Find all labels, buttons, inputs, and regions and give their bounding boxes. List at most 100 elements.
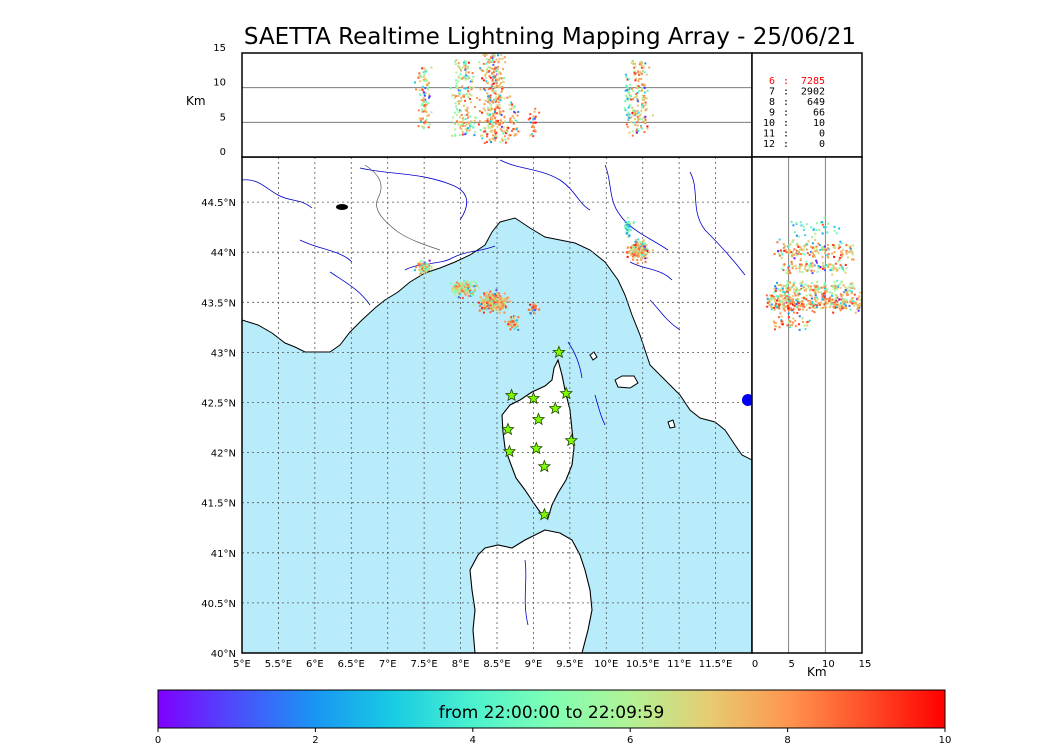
strike-point-lat xyxy=(840,265,843,268)
strike-point-lat xyxy=(805,287,808,290)
strike-point xyxy=(481,306,484,309)
strike-point xyxy=(488,292,491,295)
strike-point-lat xyxy=(786,298,789,301)
strike-point-alt xyxy=(420,99,423,102)
strike-point-lat xyxy=(811,262,814,265)
count-sep: : xyxy=(783,129,789,140)
strike-point-lat xyxy=(842,307,845,310)
strike-point-alt xyxy=(644,115,647,118)
strike-point-alt xyxy=(421,125,424,128)
strike-point-lat xyxy=(800,281,803,284)
strike-point-lat xyxy=(845,244,848,247)
strike-point-lat xyxy=(833,306,836,309)
strike-point-alt xyxy=(466,67,469,70)
strike-point xyxy=(499,298,502,301)
strike-point-alt xyxy=(483,141,486,144)
strike-point-alt xyxy=(498,112,501,115)
strike-point-lat xyxy=(831,267,834,270)
strike-point xyxy=(512,315,515,318)
strike-point-lat xyxy=(805,263,808,266)
strike-point-alt xyxy=(634,124,637,127)
strike-point-alt xyxy=(465,132,468,135)
strike-point xyxy=(468,281,471,284)
strike-point-lat xyxy=(798,315,801,318)
map-panel xyxy=(242,157,752,653)
strike-point-lat xyxy=(781,323,784,326)
strike-point-alt xyxy=(423,100,426,103)
strike-point xyxy=(485,301,488,304)
strike-point-alt xyxy=(499,94,502,97)
strike-point-alt xyxy=(457,94,460,97)
strike-point xyxy=(625,226,628,229)
strike-point-alt xyxy=(513,134,516,137)
strike-point-alt xyxy=(469,80,472,83)
strike-point xyxy=(491,305,494,308)
strike-point xyxy=(492,306,495,309)
strike-point-alt xyxy=(639,60,642,63)
strike-point-alt xyxy=(425,70,428,73)
strike-point-lat xyxy=(794,325,797,328)
strike-point-lat xyxy=(837,306,840,309)
strike-point-lat xyxy=(820,246,823,249)
strike-point-lat xyxy=(831,273,834,276)
strike-point-alt xyxy=(497,86,500,89)
strike-point-lat xyxy=(792,301,795,304)
strike-point-alt xyxy=(471,80,474,83)
strike-point-lat xyxy=(787,266,790,269)
strike-point-lat xyxy=(821,267,824,270)
strike-point-lat xyxy=(809,285,812,288)
strike-point-alt xyxy=(493,60,496,63)
strike-point-lat xyxy=(807,264,810,267)
strike-point-alt xyxy=(489,94,492,97)
strike-point-alt xyxy=(490,141,493,144)
strike-point-alt xyxy=(464,77,467,80)
strike-point-alt xyxy=(467,71,470,74)
strike-point-lat xyxy=(773,320,776,323)
strike-point xyxy=(425,265,428,268)
strike-point-alt xyxy=(504,141,507,144)
strike-point-lat xyxy=(804,327,807,330)
strike-point-lat xyxy=(792,283,795,286)
strike-point xyxy=(488,294,491,297)
strike-point-alt xyxy=(484,99,487,102)
strike-point xyxy=(454,285,457,288)
strike-point-alt xyxy=(495,78,498,81)
strike-point-alt xyxy=(461,124,464,127)
strike-point-alt xyxy=(461,76,464,79)
strike-point xyxy=(634,243,637,246)
strike-point-alt xyxy=(627,115,630,118)
strike-point xyxy=(644,257,647,260)
strike-point xyxy=(515,319,518,322)
strike-point-alt xyxy=(424,98,427,101)
strike-point xyxy=(485,308,488,311)
strike-point xyxy=(486,303,489,306)
lon-tick-label: 5°E xyxy=(233,659,251,670)
strike-point-lat xyxy=(826,288,829,291)
strike-point-lat xyxy=(792,307,795,310)
strike-point-lat xyxy=(793,302,796,305)
strike-point-lat xyxy=(808,253,811,256)
strike-point-alt xyxy=(426,79,429,82)
strike-point-alt xyxy=(509,108,512,111)
strike-point-lat xyxy=(855,302,858,305)
strike-point-alt xyxy=(517,130,520,133)
strike-point-alt xyxy=(625,96,628,99)
strike-point-lat xyxy=(809,288,812,291)
strike-point-lat xyxy=(856,305,859,308)
strike-point-alt xyxy=(510,107,513,110)
strike-point-alt xyxy=(501,87,504,90)
strike-point xyxy=(414,266,417,269)
strike-point-alt xyxy=(427,126,430,129)
strike-point xyxy=(626,216,629,219)
strike-point xyxy=(419,272,422,275)
strike-point-lat xyxy=(784,248,787,251)
strike-point-alt xyxy=(497,78,500,81)
strike-point-alt xyxy=(464,63,467,66)
strike-point-alt xyxy=(509,95,512,98)
strike-point xyxy=(461,286,464,289)
strike-point-lat xyxy=(795,305,798,308)
strike-point xyxy=(498,311,501,314)
strike-point-lat xyxy=(802,285,805,288)
strike-point xyxy=(462,290,465,293)
strike-point-lat xyxy=(781,294,784,297)
